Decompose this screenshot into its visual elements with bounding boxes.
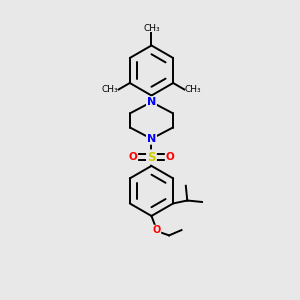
Text: N: N bbox=[147, 134, 156, 144]
Text: O: O bbox=[165, 152, 174, 162]
Text: CH₃: CH₃ bbox=[185, 85, 202, 94]
Text: CH₃: CH₃ bbox=[101, 85, 118, 94]
Text: N: N bbox=[147, 97, 156, 107]
Text: O: O bbox=[153, 225, 161, 235]
Text: O: O bbox=[129, 152, 138, 162]
Text: CH₃: CH₃ bbox=[143, 23, 160, 32]
Text: S: S bbox=[147, 151, 156, 164]
